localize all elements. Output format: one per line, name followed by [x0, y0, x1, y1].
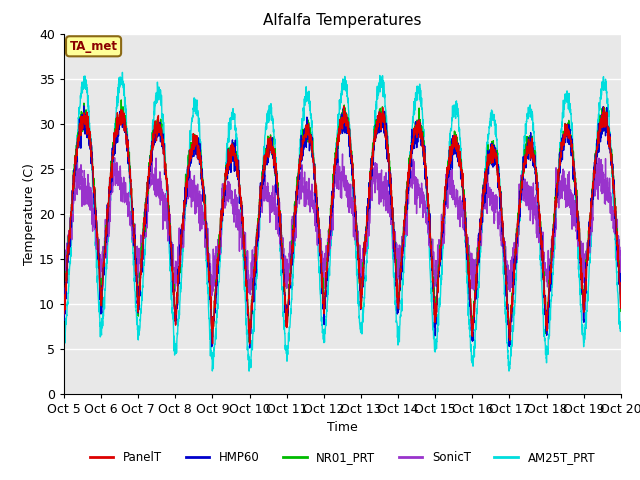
Legend: PanelT, HMP60, NR01_PRT, SonicT, AM25T_PRT: PanelT, HMP60, NR01_PRT, SonicT, AM25T_P…	[85, 446, 600, 469]
HMP60	[80, 103, 88, 109]
HMP60	[449, 150, 456, 156]
AM25T_PRT	[617, 322, 625, 328]
PanelT	[340, 104, 348, 109]
Y-axis label: Temperature (C): Temperature (C)	[23, 163, 36, 264]
PanelT	[617, 305, 625, 311]
PanelT	[449, 146, 456, 152]
NR01_PRT	[237, 199, 244, 204]
PanelT	[413, 122, 421, 128]
SonicT	[148, 147, 156, 153]
PanelT	[520, 163, 527, 168]
SonicT	[617, 276, 625, 281]
NR01_PRT	[479, 203, 486, 209]
HMP60	[60, 317, 68, 323]
Line: NR01_PRT: NR01_PRT	[64, 100, 621, 342]
HMP60	[449, 133, 457, 139]
Line: HMP60: HMP60	[64, 106, 621, 348]
NR01_PRT	[413, 117, 421, 123]
HMP60	[479, 219, 486, 225]
NR01_PRT	[617, 308, 625, 314]
AM25T_PRT	[118, 70, 126, 75]
Title: Alfalfa Temperatures: Alfalfa Temperatures	[263, 13, 422, 28]
AM25T_PRT	[449, 111, 457, 117]
Line: AM25T_PRT: AM25T_PRT	[64, 72, 621, 371]
NR01_PRT	[245, 339, 253, 345]
Text: TA_met: TA_met	[70, 40, 118, 53]
HMP60	[520, 168, 527, 173]
SonicT	[449, 178, 457, 183]
HMP60	[237, 199, 244, 205]
HMP60	[413, 121, 421, 127]
PanelT	[449, 135, 457, 141]
SonicT	[237, 226, 245, 231]
PanelT	[246, 341, 253, 347]
AM25T_PRT	[245, 368, 253, 374]
AM25T_PRT	[479, 214, 486, 219]
NR01_PRT	[117, 97, 125, 103]
AM25T_PRT	[413, 95, 421, 100]
NR01_PRT	[520, 170, 527, 176]
HMP60	[617, 303, 625, 309]
X-axis label: Time: Time	[327, 421, 358, 434]
SonicT	[449, 197, 456, 203]
AM25T_PRT	[60, 334, 68, 339]
SonicT	[520, 181, 527, 187]
SonicT	[413, 180, 421, 185]
PanelT	[479, 207, 486, 213]
NR01_PRT	[449, 144, 456, 149]
Line: PanelT: PanelT	[64, 107, 621, 344]
AM25T_PRT	[237, 200, 244, 206]
Line: SonicT: SonicT	[64, 150, 621, 295]
HMP60	[246, 345, 253, 351]
SonicT	[60, 276, 68, 281]
SonicT	[208, 292, 216, 298]
PanelT	[60, 311, 68, 317]
AM25T_PRT	[449, 112, 456, 118]
NR01_PRT	[60, 312, 68, 317]
AM25T_PRT	[520, 143, 527, 148]
PanelT	[237, 194, 244, 200]
NR01_PRT	[449, 133, 457, 139]
SonicT	[479, 203, 486, 209]
